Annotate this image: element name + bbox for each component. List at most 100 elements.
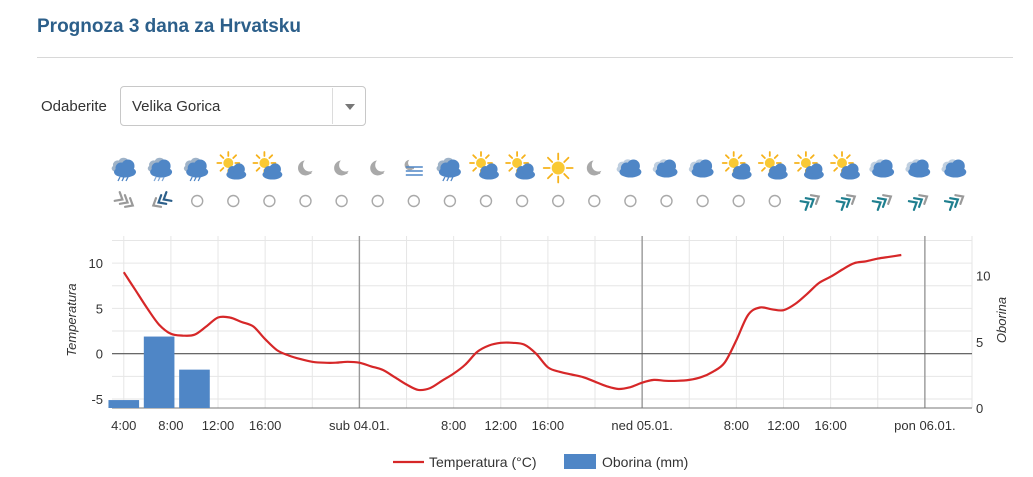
sun-disc [551,161,565,175]
calm-circle [624,194,637,208]
y-axis-title-left: Temperatura [64,283,79,356]
cloud-front [767,163,788,180]
calm-circle [227,194,240,208]
partly-sunny-icon [505,151,535,180]
x-tick-label: ned 05.01. [611,418,672,433]
sun-ray [725,154,730,159]
wind-chevron [799,200,810,211]
calm-circle [552,194,565,208]
cloud-front [840,163,860,180]
rain-drop [450,176,454,182]
cloud-front [731,163,752,180]
wind-ne-icon [907,194,929,211]
sun-disc [800,158,811,168]
moon-star [345,172,348,174]
calm-circle [299,194,312,208]
calm-icon [479,194,493,208]
rain-drop [121,176,125,182]
partly-sunny-icon [216,151,247,180]
moon-icon [334,158,353,176]
moon-cutout [408,158,418,168]
y-tick-label-left: 0 [96,347,103,362]
rain-drop [117,176,121,182]
x-tick-label: 8:00 [724,418,749,433]
y-tick-label-right: 0 [976,401,983,416]
moon-star [381,172,384,174]
city-select[interactable]: Velika Gorica [120,86,366,126]
calm-circle [732,194,745,208]
wind-chevron [809,194,821,205]
y-tick-label-left: 5 [96,301,103,316]
calm-circle [696,194,709,208]
calm-icon [768,194,781,208]
rain-drop [442,176,446,182]
x-tick-label: 8:00 [441,418,466,433]
sun-ray [255,167,261,172]
rain-drop [197,176,201,182]
moon-icon [298,158,316,176]
sun-ray [472,167,477,172]
calm-circle [768,194,781,208]
calm-icon [588,194,601,208]
wind-ne-icon [799,194,821,211]
y-tick-label-right: 5 [976,335,983,350]
chart-grid [112,236,973,409]
calm-circle [190,194,204,208]
wind-arrow [835,194,857,211]
x-tick-label: 16:00 [814,418,847,433]
sun-icon [542,152,574,184]
sun-ray [508,154,514,159]
sun-ray [833,154,838,159]
wind-chevron [157,194,168,205]
y-tick-label-left: 10 [89,256,103,271]
moon-star [412,167,414,170]
calm-icon [190,194,204,208]
wind-chevron [949,197,960,208]
calm-circle [660,194,673,208]
wind-chevron [907,200,919,211]
wind-sw-icon [151,191,173,208]
cloud-shape [269,163,281,176]
wind-chevron [845,194,857,205]
cloud-shape [663,159,676,173]
cloud-shape [485,163,498,176]
legend-label-precipitation: Oborina (mm) [602,454,688,470]
sun-disc [259,158,270,168]
y-tick-label-right: 10 [976,269,990,284]
sun-ray [725,167,730,172]
sun-ray [547,173,554,180]
wind-arrow [871,194,893,211]
cloud-shape [193,159,207,173]
city-select-label: Odaberite [41,98,107,115]
precipitation-bar [108,400,140,408]
sun-ray [563,173,570,180]
cloud-shape [738,163,751,176]
sun-ray [232,154,237,159]
cloud-front [262,163,283,180]
sun-ray [255,154,261,159]
partly-sunny-icon [757,151,788,180]
cloud-shape [446,159,460,173]
chart-axes: 10 5 0 -5 10 5 0 Temperatura Oborina 4:00 8:00 12:0… [64,256,1009,433]
rain-cloud-icon [436,157,461,182]
cloud-shape [915,159,929,173]
sun-disc [837,158,847,168]
rain-drop [189,176,193,182]
wind-chevron [840,197,852,208]
sun-ray [219,167,225,172]
cloud-shape [846,163,859,176]
calm-circle [515,194,529,208]
wind-arrow [113,191,135,208]
sun-ray [508,167,514,172]
wind-chevron [876,197,888,208]
y-axis-title-right: Oborina [994,297,1009,343]
moon-cutout [303,158,316,172]
calm-icon [263,194,276,208]
sun-ray [773,154,779,159]
chevron-down-icon[interactable] [345,104,355,110]
sun-ray [833,167,838,172]
x-tick-label: sub 04.01. [329,418,390,433]
moon-icon [586,158,605,176]
temperature-line [122,253,902,392]
